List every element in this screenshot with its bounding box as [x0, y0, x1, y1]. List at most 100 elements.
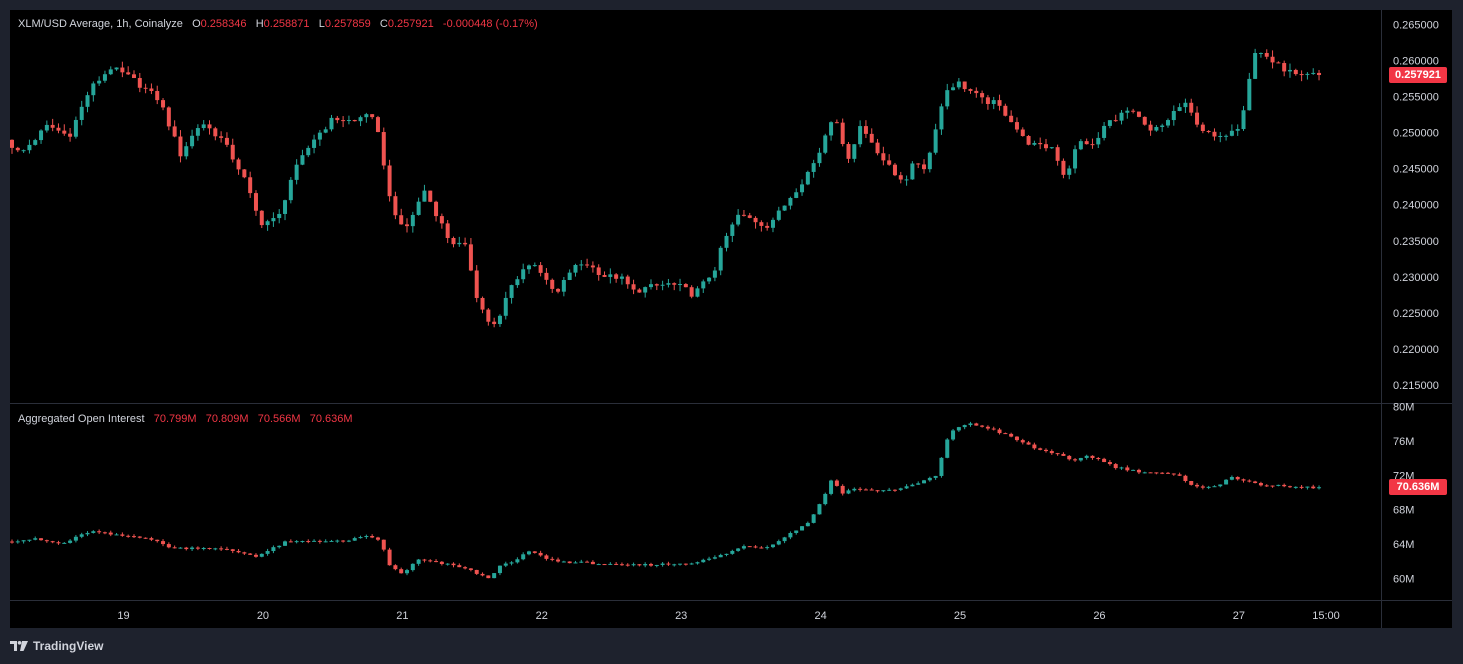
- candle-down: [922, 159, 927, 174]
- candle-up: [312, 539, 317, 542]
- candle-up: [788, 531, 793, 540]
- candle-down: [997, 94, 1002, 111]
- oi-legend-low: 70.566M: [257, 413, 301, 425]
- candle-up: [573, 560, 578, 564]
- candle-down: [916, 163, 921, 169]
- y-tick-label: 0.225000: [1393, 308, 1439, 320]
- candle-up: [1183, 98, 1188, 113]
- candle-down: [463, 566, 468, 570]
- candle-down: [381, 127, 386, 170]
- candle-up: [27, 539, 32, 542]
- candle-down: [1206, 130, 1211, 134]
- chart-frame: 0.265000 0.260000 0.255000 0.250000 0.245000…: [10, 10, 1452, 628]
- x-tick-label: 15:00: [1312, 610, 1340, 622]
- candle-down: [666, 561, 671, 566]
- candle-down: [445, 220, 450, 244]
- candle-up: [858, 120, 863, 148]
- candle-down: [602, 563, 607, 566]
- candle-down: [753, 216, 758, 229]
- candle-up: [503, 561, 508, 568]
- candle-down: [631, 279, 636, 295]
- candle-down: [155, 85, 160, 105]
- candle-up: [800, 526, 805, 531]
- candle-up: [712, 266, 717, 282]
- candle-up: [881, 490, 886, 493]
- candle-up: [335, 539, 340, 543]
- candle-up: [718, 245, 723, 276]
- candle-down: [1061, 452, 1066, 457]
- candle-down: [887, 154, 892, 166]
- candle-down: [747, 212, 752, 219]
- candle-up: [939, 457, 944, 478]
- candle-down: [242, 169, 247, 179]
- candle-up: [259, 553, 264, 558]
- candle-up: [660, 562, 665, 567]
- candle-up: [643, 286, 648, 298]
- candle-up: [788, 196, 793, 210]
- candle-up: [643, 562, 648, 568]
- candle-down: [1009, 432, 1014, 438]
- candle-down: [102, 531, 107, 535]
- candle-down: [224, 546, 229, 551]
- candle-down: [230, 548, 235, 554]
- candle-up: [346, 115, 351, 125]
- candle-down: [1026, 134, 1031, 146]
- candle-down: [480, 296, 485, 314]
- candle-down: [1038, 137, 1043, 150]
- candle-up: [904, 484, 909, 489]
- candle-up: [190, 129, 195, 149]
- candle-up: [910, 161, 915, 180]
- candle-up: [277, 209, 282, 224]
- candle-up: [108, 66, 113, 76]
- candle-up: [927, 476, 932, 482]
- candle-down: [143, 83, 148, 94]
- candle-up: [916, 481, 921, 485]
- price-legend-title: XLM/USD Average, 1h, Coinalyze: [18, 18, 183, 30]
- time-axis[interactable]: 19 20 21 22 23 24 25 26 27 15:00: [117, 610, 1339, 622]
- candle-up: [21, 540, 26, 544]
- candle-down: [428, 190, 433, 203]
- candle-up: [1131, 469, 1136, 471]
- candle-down: [1038, 447, 1043, 451]
- candle-down: [1055, 452, 1060, 456]
- candle-up: [701, 558, 706, 563]
- candle-down: [434, 200, 439, 222]
- candle-down: [1113, 463, 1118, 470]
- candle-down: [585, 258, 590, 268]
- candle-down: [637, 288, 642, 293]
- candle-up: [660, 280, 665, 291]
- price-axis[interactable]: 0.265000 0.260000 0.255000 0.250000 0.245000…: [1393, 19, 1439, 392]
- candle-up: [701, 279, 706, 293]
- candle-up: [515, 276, 520, 288]
- candle-down: [962, 81, 967, 93]
- candle-up: [933, 123, 938, 155]
- candle-up: [21, 149, 26, 153]
- candle-up: [561, 276, 566, 297]
- candle-up: [956, 426, 961, 432]
- chart-canvas[interactable]: 0.265000 0.260000 0.255000 0.250000 0.245000…: [10, 10, 1452, 628]
- candle-down: [991, 426, 996, 431]
- candle-up: [1154, 125, 1159, 132]
- candle-down: [683, 283, 688, 288]
- candle-down: [143, 537, 148, 539]
- candle-down: [1049, 449, 1054, 455]
- branding[interactable]: TradingView: [10, 636, 103, 656]
- candle-up: [829, 121, 834, 141]
- candle-up: [1218, 484, 1223, 488]
- candle-up: [1119, 466, 1124, 470]
- candle-up: [410, 211, 415, 233]
- candle-up: [770, 217, 775, 233]
- candle-down: [370, 114, 375, 120]
- candle-up: [794, 530, 799, 535]
- candle-up: [271, 212, 276, 227]
- y-tick-label: 60M: [1393, 574, 1414, 586]
- candle-down: [1154, 472, 1159, 475]
- candle-down: [399, 567, 404, 574]
- candle-down: [1270, 50, 1275, 69]
- candle-down: [625, 563, 630, 567]
- candle-up: [927, 151, 932, 173]
- candle-up: [811, 159, 816, 178]
- candle-up: [608, 562, 613, 565]
- candle-down: [747, 546, 752, 548]
- candle-down: [834, 479, 839, 487]
